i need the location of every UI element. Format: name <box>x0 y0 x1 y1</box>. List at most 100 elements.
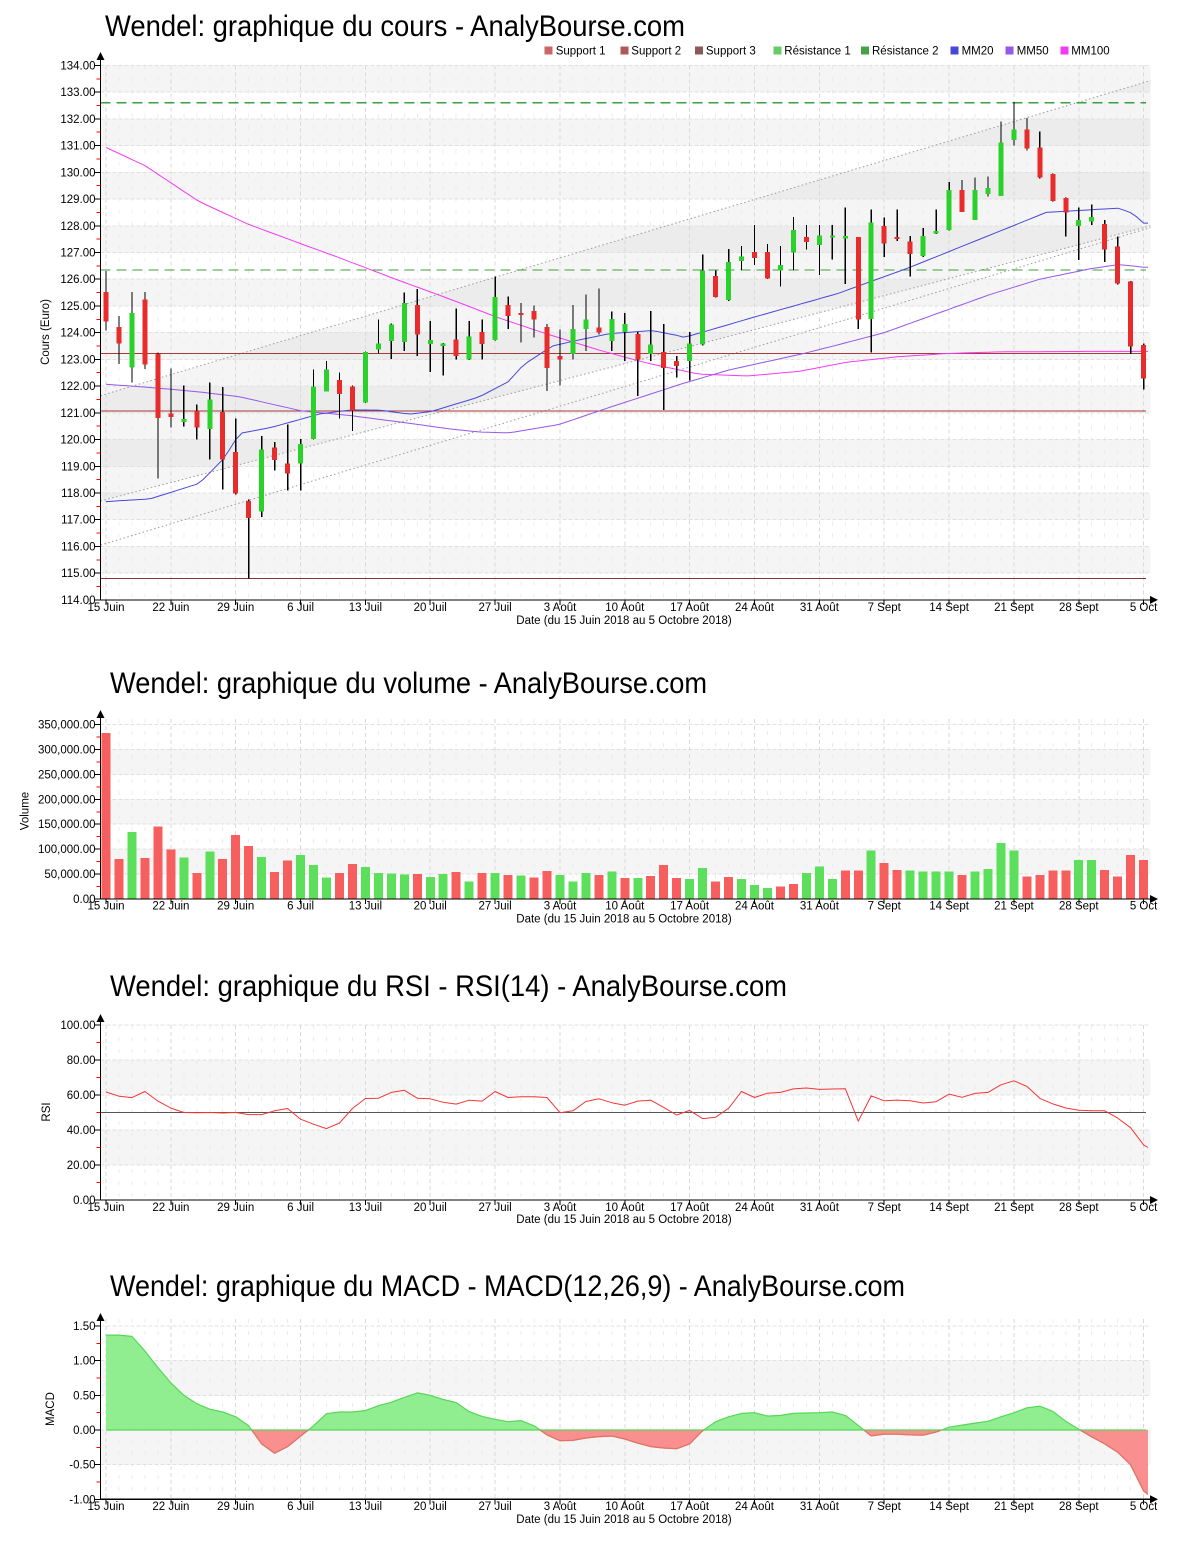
svg-text:20 Juil: 20 Juil <box>414 901 447 913</box>
svg-text:MM20: MM20 <box>962 46 994 58</box>
svg-text:6 Juil: 6 Juil <box>287 901 314 913</box>
svg-text:28 Sept: 28 Sept <box>1059 602 1099 614</box>
svg-text:29 Juin: 29 Juin <box>217 1501 254 1513</box>
svg-text:-1.00: -1.00 <box>69 1494 95 1506</box>
svg-text:7 Sept: 7 Sept <box>868 1501 902 1513</box>
svg-text:0.00: 0.00 <box>73 1425 95 1437</box>
svg-text:14 Sept: 14 Sept <box>929 602 969 614</box>
svg-text:MM100: MM100 <box>1071 46 1109 58</box>
svg-text:Résistance 1: Résistance 1 <box>784 46 850 58</box>
svg-text:MACD: MACD <box>45 1392 57 1426</box>
svg-text:14 Sept: 14 Sept <box>929 1501 969 1513</box>
svg-text:22 Juin: 22 Juin <box>152 602 189 614</box>
svg-text:15 Juin: 15 Juin <box>87 602 124 614</box>
svg-text:Cours (Euro): Cours (Euro) <box>40 299 52 365</box>
svg-text:0.00: 0.00 <box>73 894 95 906</box>
svg-text:Date (du 15 Juin 2018 au 5 Oct: Date (du 15 Juin 2018 au 5 Octobre 2018) <box>516 914 732 926</box>
svg-text:7 Sept: 7 Sept <box>868 901 902 913</box>
svg-text:Date (du 15 Juin 2018 au 5 Oct: Date (du 15 Juin 2018 au 5 Octobre 2018) <box>516 1514 732 1526</box>
svg-text:119.00: 119.00 <box>61 461 95 473</box>
svg-text:80.00: 80.00 <box>67 1055 96 1067</box>
svg-text:27 Juil: 27 Juil <box>478 901 511 913</box>
svg-text:0.50: 0.50 <box>73 1390 95 1402</box>
svg-text:31 Août: 31 Août <box>800 1202 840 1214</box>
svg-text:127.00: 127.00 <box>60 248 95 260</box>
svg-text:10 Août: 10 Août <box>605 901 645 913</box>
svg-text:3 Août: 3 Août <box>544 602 577 614</box>
svg-text:7 Sept: 7 Sept <box>868 1202 902 1214</box>
svg-text:115.00: 115.00 <box>61 568 95 580</box>
svg-text:29 Juin: 29 Juin <box>217 602 254 614</box>
svg-text:24 Août: 24 Août <box>735 901 775 913</box>
svg-text:121.00: 121.00 <box>60 408 95 420</box>
svg-text:20 Juil: 20 Juil <box>414 602 447 614</box>
svg-text:RSI: RSI <box>41 1102 53 1121</box>
svg-text:114.00: 114.00 <box>61 595 95 607</box>
svg-text:17 Août: 17 Août <box>670 1202 710 1214</box>
svg-text:125.00: 125.00 <box>60 301 95 313</box>
svg-text:6 Juil: 6 Juil <box>287 1202 314 1214</box>
svg-text:21 Sept: 21 Sept <box>994 1501 1034 1513</box>
svg-text:13 Juil: 13 Juil <box>349 901 382 913</box>
svg-text:10 Août: 10 Août <box>605 1501 645 1513</box>
svg-text:5 Oct: 5 Oct <box>1130 1202 1158 1214</box>
svg-text:1.00: 1.00 <box>73 1356 95 1368</box>
svg-text:132.00: 132.00 <box>60 114 95 126</box>
svg-text:13 Juil: 13 Juil <box>349 1202 382 1214</box>
svg-text:27 Juil: 27 Juil <box>478 1501 511 1513</box>
svg-text:Support 2: Support 2 <box>631 46 681 58</box>
svg-text:Support 1: Support 1 <box>556 46 606 58</box>
svg-text:134.00: 134.00 <box>60 60 95 72</box>
svg-text:130.00: 130.00 <box>60 167 95 179</box>
svg-text:14 Sept: 14 Sept <box>929 901 969 913</box>
svg-text:200,000.00: 200,000.00 <box>38 794 96 806</box>
svg-text:10 Août: 10 Août <box>605 602 645 614</box>
svg-text:20 Juil: 20 Juil <box>414 1501 447 1513</box>
svg-text:5 Oct: 5 Oct <box>1130 901 1158 913</box>
svg-text:15 Juin: 15 Juin <box>87 1501 124 1513</box>
svg-text:133.00: 133.00 <box>60 87 95 99</box>
svg-text:Wendel: graphique du cours - A: Wendel: graphique du cours - AnalyBourse… <box>105 10 685 43</box>
svg-text:3 Août: 3 Août <box>544 901 577 913</box>
svg-text:Date (du 15 Juin 2018 au 5 Oct: Date (du 15 Juin 2018 au 5 Octobre 2018) <box>516 1214 732 1226</box>
svg-text:300,000.00: 300,000.00 <box>38 744 96 756</box>
svg-text:Volume: Volume <box>20 792 32 830</box>
svg-text:116.00: 116.00 <box>61 542 95 554</box>
svg-text:13 Juil: 13 Juil <box>349 1501 382 1513</box>
svg-text:10 Août: 10 Août <box>605 1202 645 1214</box>
svg-text:0.00: 0.00 <box>73 1195 95 1207</box>
svg-text:24 Août: 24 Août <box>735 1501 775 1513</box>
svg-text:120.00: 120.00 <box>60 435 95 447</box>
svg-text:40.00: 40.00 <box>67 1125 96 1137</box>
svg-text:31 Août: 31 Août <box>800 602 840 614</box>
svg-text:50,000.00: 50,000.00 <box>44 869 95 881</box>
svg-text:3 Août: 3 Août <box>544 1501 577 1513</box>
svg-text:28 Sept: 28 Sept <box>1059 1501 1099 1513</box>
svg-text:Wendel: graphique du MACD - MA: Wendel: graphique du MACD - MACD(12,26,9… <box>110 1270 905 1303</box>
svg-text:Date (du 15 Juin 2018 au 5 Oct: Date (du 15 Juin 2018 au 5 Octobre 2018) <box>516 615 732 627</box>
svg-text:15 Juin: 15 Juin <box>87 1202 124 1214</box>
svg-text:21 Sept: 21 Sept <box>994 1202 1034 1214</box>
svg-text:21 Sept: 21 Sept <box>994 602 1034 614</box>
svg-text:15 Juin: 15 Juin <box>87 901 124 913</box>
svg-text:100.00: 100.00 <box>60 1020 95 1032</box>
svg-text:31 Août: 31 Août <box>800 1501 840 1513</box>
svg-text:131.00: 131.00 <box>60 141 95 153</box>
svg-text:17 Août: 17 Août <box>670 602 710 614</box>
svg-text:Wendel: graphique du volume -: Wendel: graphique du volume - AnalyBours… <box>110 667 707 700</box>
svg-text:60.00: 60.00 <box>67 1090 96 1102</box>
svg-text:17 Août: 17 Août <box>670 901 710 913</box>
svg-text:117.00: 117.00 <box>61 515 95 527</box>
svg-text:24 Août: 24 Août <box>735 602 775 614</box>
svg-text:22 Juin: 22 Juin <box>152 1202 189 1214</box>
svg-text:6 Juil: 6 Juil <box>287 1501 314 1513</box>
svg-text:Résistance 2: Résistance 2 <box>872 46 938 58</box>
svg-text:29 Juin: 29 Juin <box>217 1202 254 1214</box>
svg-text:124.00: 124.00 <box>60 328 95 340</box>
svg-text:3 Août: 3 Août <box>544 1202 577 1214</box>
svg-text:24 Août: 24 Août <box>735 1202 775 1214</box>
svg-text:7 Sept: 7 Sept <box>868 602 902 614</box>
svg-text:22 Juin: 22 Juin <box>152 901 189 913</box>
svg-text:100,000.00: 100,000.00 <box>38 844 96 856</box>
svg-text:14 Sept: 14 Sept <box>929 1202 969 1214</box>
